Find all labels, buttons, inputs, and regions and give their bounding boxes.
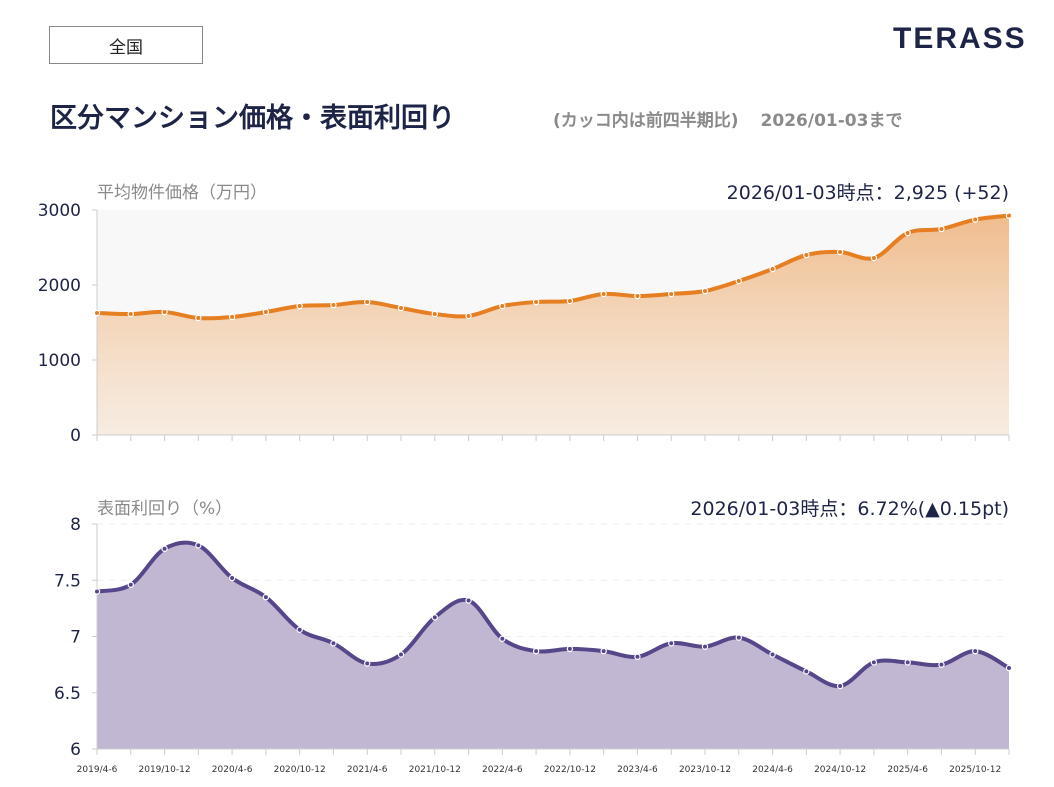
yield-point (769, 651, 776, 658)
yield-point (600, 647, 607, 655)
yield-ytick-label: 7.5 (54, 571, 81, 591)
yield-point (532, 647, 540, 655)
subtitle-date: 2026/01-03まで (760, 111, 903, 131)
yield-xtick-label: 2025/10-12 (949, 765, 1001, 775)
yield-annotation: 2026/01-03時点：6.72%(▲0.15pt) (690, 498, 1009, 520)
yield-point (701, 643, 709, 650)
price-point (634, 292, 641, 300)
price-point (600, 290, 607, 298)
yield-point (1005, 664, 1013, 672)
yield-point (262, 593, 270, 601)
yield-point (499, 635, 506, 642)
price-point (161, 308, 168, 316)
yield-line (95, 540, 1011, 689)
price-chart-title: 平均物件価格（万円） (97, 183, 267, 203)
price-point (803, 251, 810, 259)
yield-xtick-label: 2019/4-6 (77, 765, 118, 775)
yield-area (97, 542, 1009, 749)
price-point (127, 310, 134, 318)
price-point (296, 302, 303, 310)
price-point (870, 254, 878, 262)
subtitle-note: (カッコ内は前四半期比) (553, 111, 739, 131)
price-point (499, 302, 506, 310)
yield-point (397, 651, 405, 658)
yield-point (195, 542, 202, 549)
yield-ytick-label: 6.5 (54, 684, 81, 704)
price-ytick-label: 2000 (38, 276, 81, 296)
price-ytick-label: 0 (70, 426, 81, 446)
yield-ytick-label: 6 (70, 740, 81, 760)
yield-xtick-label: 2020/4-6 (212, 765, 253, 775)
price-point (364, 298, 371, 306)
price-point (1005, 212, 1013, 219)
price-point (195, 314, 202, 322)
yield-xtick-label: 2021/10-12 (409, 765, 461, 775)
price-point (904, 229, 911, 237)
price-point (972, 216, 979, 223)
yield-point (566, 645, 574, 653)
price-point (836, 248, 844, 256)
page-title: 区分マンション価格・表面利回り (50, 103, 455, 134)
yield-point (465, 597, 472, 604)
yield-ytick-label: 7 (70, 628, 81, 648)
yield-point (228, 574, 236, 582)
price-point (532, 298, 540, 306)
yield-point (735, 634, 742, 641)
yield-point (127, 581, 134, 588)
region-selector[interactable]: 全国 (49, 26, 203, 64)
price-annotation: 2026/01-03時点：2,925 (+52) (726, 182, 1009, 204)
yield-xtick-label: 2022/4-6 (482, 765, 523, 775)
yield-point (904, 659, 911, 666)
price-ytick-label: 3000 (38, 201, 81, 221)
yield-point (93, 588, 101, 595)
price-point (397, 304, 405, 312)
yield-point (431, 614, 438, 621)
price-point (93, 309, 101, 317)
yield-ytick-label: 8 (70, 515, 81, 535)
price-point (701, 287, 709, 295)
yield-xtick-label: 2023/10-12 (679, 765, 731, 775)
yield-xtick-label: 2025/4-6 (887, 765, 928, 775)
yield-point (364, 660, 371, 667)
subtitle: (カッコ内は前四半期比) 2026/01-03まで (553, 106, 924, 131)
price-point (431, 310, 438, 318)
yield-point (803, 668, 810, 675)
price-line (95, 213, 1011, 321)
price-point (668, 290, 675, 298)
yield-xtick-label: 2022/10-12 (544, 765, 596, 775)
terass-logo: TERASS (893, 22, 1027, 55)
price-point (465, 312, 472, 320)
price-ytick-label: 1000 (38, 351, 81, 371)
yield-point (330, 640, 337, 647)
yield-point (870, 659, 878, 666)
yield-point (668, 640, 675, 647)
price-point (566, 297, 574, 305)
yield-xtick-label: 2020/10-12 (274, 765, 326, 775)
price-point (262, 308, 270, 316)
price-point (330, 301, 337, 309)
yield-xtick-label: 2023/4-6 (617, 765, 658, 775)
yield-xtick-label: 2021/4-6 (347, 765, 388, 775)
yield-xtick-label: 2019/10-12 (139, 765, 191, 775)
yield-xtick-label: 2024/4-6 (752, 765, 793, 775)
yield-point (972, 647, 979, 655)
yield-chart-title: 表面利回り（%） (97, 499, 233, 519)
yield-point (296, 626, 303, 633)
price-point (938, 225, 945, 233)
price-point (735, 277, 742, 285)
yield-point (161, 545, 168, 552)
price-area (97, 215, 1009, 435)
price-point (769, 265, 776, 273)
price-point (228, 313, 236, 321)
yield-point (938, 661, 945, 668)
yield-point (634, 653, 641, 660)
yield-xtick-label: 2024/10-12 (814, 765, 866, 775)
yield-point (836, 682, 844, 690)
